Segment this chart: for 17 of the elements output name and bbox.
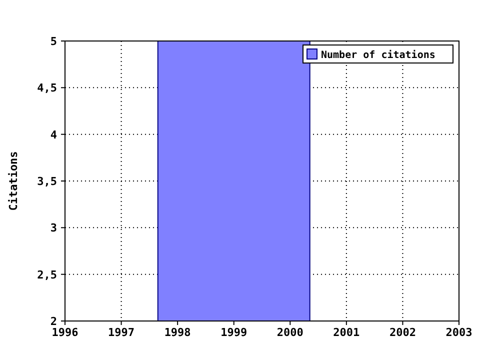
y-tick-label: 4 [50,128,58,142]
y-tick-label: 5 [50,35,57,48]
y-tick-label: 4,5 [37,82,57,95]
y-tick-label: 2,5 [37,268,57,282]
x-tick-label: 2002 [389,326,416,339]
y-tick-label: 2 [50,315,57,328]
x-tick-label: 2001 [333,326,360,339]
y-axis-title: Citations [7,151,20,211]
x-tick-label: 1996 [52,326,79,339]
legend-label: Number of citations [321,49,436,61]
y-tick-label: 3,5 [37,175,57,188]
y-tick-label: 3 [50,222,57,235]
x-tick-label: 1999 [220,326,248,339]
x-tick-label: 2003 [446,326,472,339]
x-tick-label: 1998 [164,326,191,339]
x-tick-label: 1997 [108,326,135,339]
x-tick-label: 2000 [276,326,304,339]
